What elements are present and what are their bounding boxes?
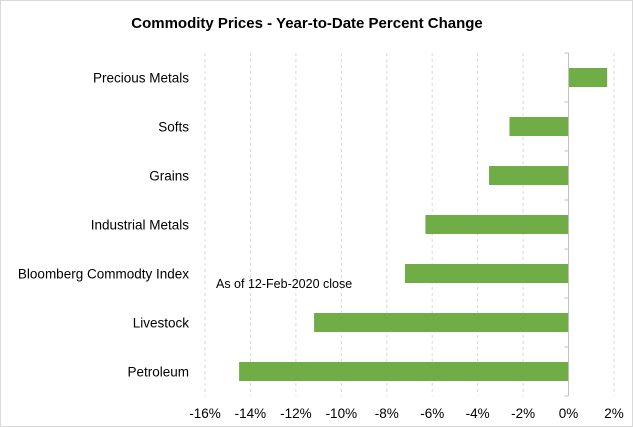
x-tick-label: -2% [511,406,535,421]
x-tick-label: 2% [604,406,624,421]
category-label: Bloomberg Commodty Index [18,267,189,282]
x-tick-label: -4% [466,406,490,421]
x-tick-label: -10% [326,406,358,421]
category-label: Industrial Metals [91,218,190,233]
x-tick-label: 0% [559,406,579,421]
x-tick-label: -14% [235,406,267,421]
category-labels: Precious Metals Softs Grains Industrial Met… [18,71,189,380]
bar [314,313,569,332]
bar [489,166,569,185]
category-label: Precious Metals [93,71,189,86]
category-label: Livestock [133,316,190,331]
category-label: Petroleum [127,365,189,380]
x-tick-label: -8% [375,406,399,421]
bar [568,68,608,87]
bars [239,52,608,397]
bar [404,264,569,283]
chart-title: Commodity Prices - Year-to-Date Percent … [131,15,483,32]
category-label: Grains [149,169,189,184]
x-tick-label: -12% [280,406,312,421]
category-label: Softs [158,120,189,135]
date-annotation: As of 12-Feb-2020 close [216,277,352,291]
bar [425,215,569,234]
bar [239,362,569,381]
x-tick-label: -6% [420,406,444,421]
bar [509,117,569,136]
x-tick-label: -16% [189,406,221,421]
x-tick-labels: -16% -14% -12% -10% -8% -6% -4% -2% 0% 2% [189,406,624,421]
